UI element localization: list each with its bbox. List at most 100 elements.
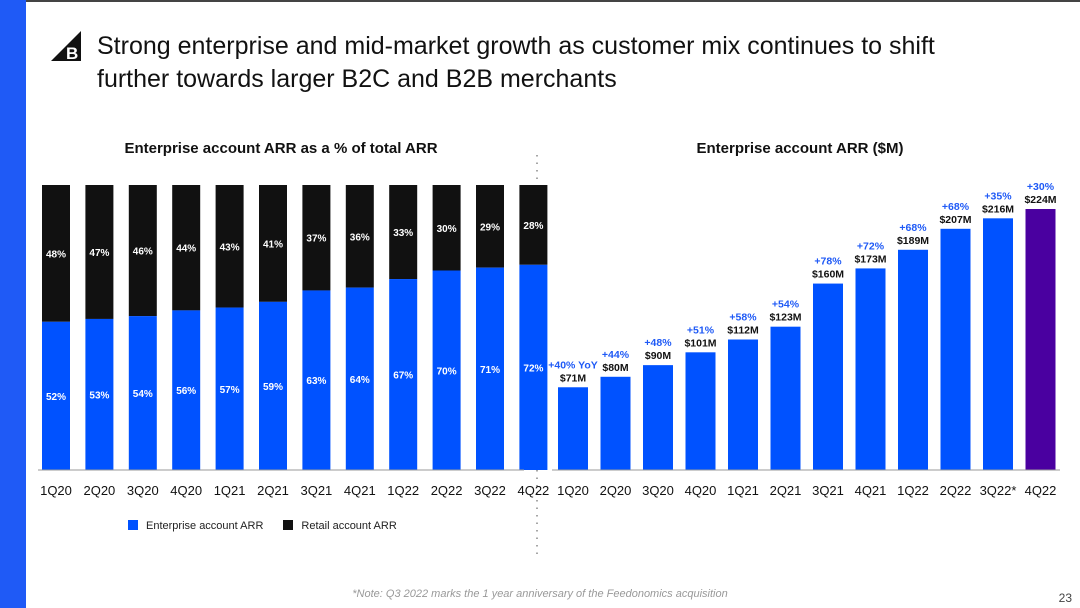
- bar-enterprise: [302, 290, 331, 470]
- retail-label: 33%: [393, 228, 413, 239]
- enterprise-label: 53%: [89, 390, 109, 401]
- value-label: $207M: [939, 214, 971, 226]
- bar-retail: [172, 185, 201, 311]
- value-label: $173M: [854, 253, 886, 265]
- value-label: $189M: [897, 235, 929, 247]
- growth-label: +35%: [984, 190, 1012, 202]
- growth-label: +72%: [857, 240, 885, 252]
- growth-label: +48%: [644, 337, 672, 349]
- bar-arr: [685, 352, 716, 470]
- svg-text:B: B: [66, 44, 78, 63]
- bar-arr: [1025, 209, 1056, 470]
- value-label: $160M: [812, 269, 844, 281]
- legend-swatch: [283, 520, 294, 530]
- value-label: $123M: [769, 312, 801, 324]
- x-tick-label: 3Q22*: [980, 483, 1017, 498]
- x-tick-label: 3Q20: [127, 483, 159, 498]
- bar-enterprise: [172, 310, 201, 470]
- bar-enterprise: [128, 316, 157, 470]
- accent-stripe: [0, 0, 26, 608]
- slide-title: Strong enterprise and mid-market growth …: [97, 30, 935, 96]
- top-border: [0, 0, 1080, 2]
- bar-arr: [940, 228, 971, 470]
- x-tick-label: 3Q22: [474, 483, 506, 498]
- legend: Enterprise account ARR Retail account AR…: [128, 520, 397, 532]
- x-tick-label: 4Q22: [1025, 483, 1057, 498]
- value-label: $216M: [982, 203, 1014, 215]
- value-label: $112M: [727, 325, 759, 337]
- bar-retail: [85, 185, 114, 319]
- footnote: *Note: Q3 2022 marks the 1 year annivers…: [352, 588, 728, 600]
- bar-arr: [600, 376, 631, 470]
- growth-label: +54%: [772, 299, 800, 311]
- growth-label: +68%: [899, 222, 927, 234]
- retail-label: 46%: [133, 247, 153, 258]
- bar-enterprise: [345, 287, 374, 470]
- x-tick-label: 1Q21: [727, 483, 759, 498]
- x-tick-label: 1Q22: [897, 483, 929, 498]
- retail-label: 44%: [176, 244, 196, 255]
- x-tick-label: 4Q22: [517, 483, 549, 498]
- bar-arr: [643, 365, 673, 470]
- value-label: $71M: [560, 372, 587, 384]
- enterprise-label: 59%: [263, 382, 283, 393]
- x-tick-label: 2Q21: [770, 483, 802, 498]
- x-tick-label: 2Q21: [257, 483, 289, 498]
- enterprise-label: 72%: [523, 363, 543, 374]
- bar-arr: [898, 249, 928, 470]
- x-tick-label: 2Q22: [431, 483, 463, 498]
- bar-retail: [345, 185, 374, 288]
- x-tick-label: 3Q21: [300, 483, 332, 498]
- right-chart-title: Enterprise account ARR ($M): [696, 140, 904, 157]
- growth-label: +30%: [1027, 181, 1055, 193]
- retail-label: 47%: [89, 248, 109, 259]
- x-tick-label: 4Q20: [685, 483, 717, 498]
- x-tick-label: 4Q21: [855, 483, 887, 498]
- legend-label: Retail account ARR: [301, 520, 397, 532]
- bar-retail: [432, 185, 461, 271]
- enterprise-label: 54%: [133, 389, 153, 400]
- enterprise-label: 57%: [220, 385, 240, 396]
- x-tick-label: 4Q20: [170, 483, 202, 498]
- legend-label: Enterprise account ARR: [146, 520, 264, 532]
- legend-item-enterprise: Enterprise account ARR: [128, 520, 263, 532]
- value-label: $101M: [684, 337, 716, 349]
- growth-label: +58%: [729, 312, 757, 324]
- bar-enterprise: [389, 279, 418, 470]
- retail-label: 43%: [220, 242, 240, 253]
- x-tick-label: 2Q20: [83, 483, 115, 498]
- growth-label: +40% YoY: [548, 359, 598, 371]
- legend-swatch: [128, 520, 138, 530]
- enterprise-label: 56%: [176, 386, 196, 397]
- left-chart-title: Enterprise account ARR as a % of total A…: [124, 140, 438, 157]
- bar-retail: [476, 185, 504, 268]
- bar-enterprise: [432, 270, 461, 470]
- bar-retail: [42, 185, 70, 322]
- x-tick-label: 1Q21: [214, 483, 246, 498]
- title-line-1: Strong enterprise and mid-market growth …: [97, 32, 935, 60]
- bigcommerce-logo: B: [51, 31, 81, 63]
- enterprise-label: 70%: [437, 366, 457, 377]
- x-tick-label: 3Q21: [812, 483, 844, 498]
- bar-retail: [259, 185, 287, 302]
- enterprise-label: 71%: [480, 365, 500, 376]
- bar-arr: [558, 387, 588, 470]
- growth-label: +68%: [942, 201, 970, 213]
- bar-arr: [983, 218, 1013, 470]
- retail-label: 36%: [350, 232, 370, 243]
- bar-retail: [519, 185, 548, 265]
- x-tick-label: 1Q20: [40, 483, 72, 498]
- value-label: $224M: [1024, 194, 1056, 206]
- enterprise-label: 52%: [46, 392, 66, 403]
- bar-enterprise: [215, 307, 244, 470]
- page-number: 23: [1058, 591, 1072, 605]
- title-line-2: further towards larger B2C and B2B merch…: [97, 65, 617, 93]
- bar-arr: [855, 268, 886, 470]
- bar-retail: [128, 185, 157, 317]
- retail-label: 30%: [437, 224, 457, 235]
- legend-item-retail: Retail account ARR: [283, 520, 397, 532]
- enterprise-label: 63%: [306, 376, 326, 387]
- x-tick-label: 3Q20: [642, 483, 674, 498]
- bar-enterprise: [476, 267, 504, 470]
- retail-label: 41%: [263, 239, 283, 250]
